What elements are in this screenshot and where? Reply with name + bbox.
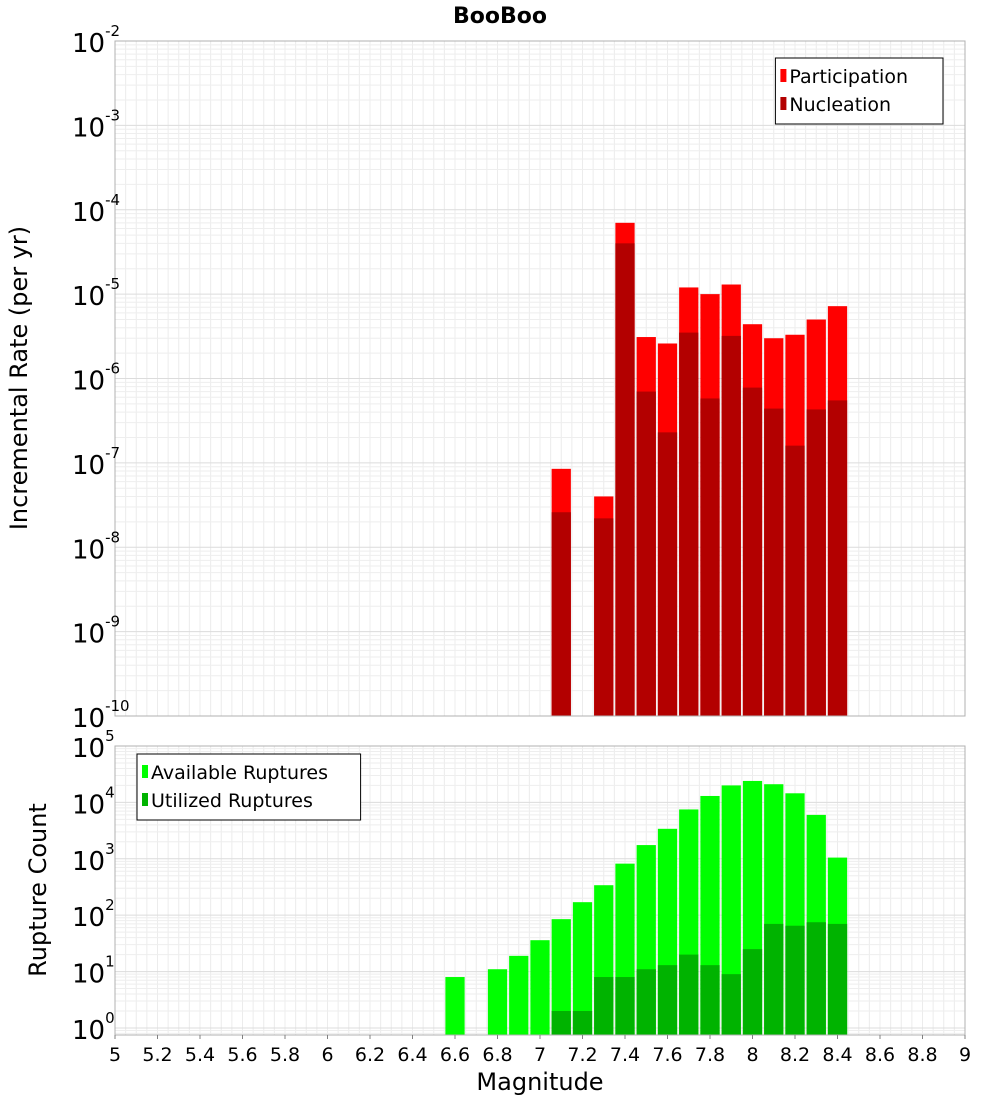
bottom-bar-1-12	[806, 922, 826, 1035]
top-bar-1-2	[615, 243, 635, 717]
x-tick-label: 8.8	[907, 1044, 937, 1066]
bottom-bar-1-4	[636, 969, 656, 1035]
top-y-tick-label: 10-3	[72, 106, 120, 143]
x-tick-labels: 5 5.2 5.4 5.6 5.8 6 6.2 6.4 6.6 6.8 7 7.2 7.4 7.6 7.8 8…	[109, 1035, 971, 1066]
bottom-bar-1-5	[657, 965, 678, 1035]
top-y-tick-label: 10-6	[72, 360, 120, 397]
top-y-tick-labels: 10-10 10-9 10-8 10-7 10-6 10-5 10-4 10-3 10-2	[72, 22, 130, 734]
bottom-legend-label-1: Utilized Ruptures	[151, 790, 313, 812]
top-bar-1-3	[636, 391, 656, 716]
top-legend-label-1: Nucleation	[789, 94, 891, 116]
x-tick-label: 6.6	[440, 1044, 470, 1066]
top-plot-frame	[114, 40, 966, 717]
x-tick-label: 5.6	[227, 1044, 257, 1066]
x-tick-label: 7.8	[695, 1044, 725, 1066]
x-axis-label: Magnitude	[476, 1068, 603, 1096]
bottom-bar-0-1	[487, 969, 508, 1035]
top-legend: Participation Nucleation	[774, 57, 944, 125]
top-bar-1-12	[827, 400, 848, 716]
bottom-bar-1-3	[615, 977, 635, 1035]
x-tick-label: 6.4	[397, 1044, 427, 1066]
x-tick-label: 5.2	[142, 1044, 172, 1066]
top-series-1	[551, 243, 848, 717]
bottom-bar-0-0	[445, 977, 465, 1035]
bottom-bar-1-2	[594, 977, 614, 1035]
bottom-legend: Available Ruptures Utilized Ruptures	[136, 753, 362, 821]
bottom-bar-1-11	[785, 925, 805, 1035]
bottom-y-tick-label: 101	[72, 953, 115, 990]
bottom-bar-1-6	[679, 954, 699, 1035]
top-legend-box	[774, 57, 944, 125]
top-legend-swatch-1	[780, 97, 787, 110]
top-legend-swatch-0	[780, 69, 787, 82]
x-tick-label: 6.2	[355, 1044, 385, 1066]
x-tick-label: 8.2	[780, 1044, 810, 1066]
bottom-bar-1-13	[827, 923, 848, 1035]
bottom-bar-1-1	[572, 1010, 593, 1035]
top-y-tick-label: 10-10	[72, 697, 130, 734]
bottom-y-tick-label: 100	[72, 1009, 115, 1046]
x-tick-label: 6.8	[482, 1044, 512, 1066]
top-y-gridlines	[115, 44, 965, 717]
top-y-tick-label: 10-8	[72, 528, 120, 565]
top-bar-1-10	[785, 445, 805, 716]
top-bar-1-6	[700, 398, 720, 716]
top-bar-1-9	[764, 408, 784, 716]
chart-title: BooBoo	[453, 4, 547, 29]
bottom-bar-0-2	[509, 955, 529, 1035]
x-tick-label: 8.4	[822, 1044, 852, 1066]
bottom-bar-0-12	[721, 785, 741, 1035]
bottom-plot: 100 101 102 103 104 105 5 5.2 5.4 5.6 5.8 6 6.2 6.4 6.…	[72, 727, 971, 1066]
x-tick-label: 5.4	[185, 1044, 215, 1066]
bottom-y-tick-labels: 100 101 102 103 104 105	[72, 727, 115, 1046]
bottom-bar-0-4	[551, 919, 571, 1035]
x-tick-label: 7.6	[652, 1044, 682, 1066]
top-y-tick-label: 10-9	[72, 613, 120, 650]
x-tick-label: 7	[534, 1044, 546, 1066]
bottom-series-1	[551, 922, 848, 1035]
top-plot: 10-10 10-9 10-8 10-7 10-6 10-5 10-4 10-3 10-2 Par…	[72, 22, 966, 734]
bottom-y-tick-label: 104	[72, 783, 115, 820]
bottom-y-tick-label: 105	[72, 727, 115, 764]
bottom-bar-1-8	[721, 974, 741, 1035]
top-bar-1-7	[721, 335, 741, 716]
bottom-y-tick-label: 103	[72, 840, 115, 877]
top-bar-1-1	[594, 518, 614, 716]
bottom-bar-1-0	[551, 1010, 571, 1035]
x-tick-label: 7.4	[610, 1044, 640, 1066]
x-tick-label: 6	[321, 1044, 333, 1066]
top-bar-1-5	[679, 332, 699, 716]
x-tick-label: 5.8	[270, 1044, 300, 1066]
top-y-tick-label: 10-5	[72, 275, 120, 312]
bottom-bar-1-7	[700, 965, 720, 1035]
bottom-bar-1-10	[764, 923, 784, 1035]
top-bar-1-4	[657, 432, 678, 716]
top-bar-1-11	[806, 409, 826, 716]
top-legend-label-0: Participation	[789, 66, 908, 88]
top-bar-1-0	[551, 512, 571, 716]
bottom-bar-1-9	[742, 949, 763, 1035]
top-y-tick-label: 10-4	[72, 191, 120, 228]
bottom-y-tick-label: 102	[72, 896, 115, 933]
x-tick-label: 7.2	[567, 1044, 597, 1066]
bottom-y-axis-label: Rupture Count	[24, 803, 52, 977]
bottom-bar-0-5	[572, 902, 593, 1035]
x-tick-label: 5	[109, 1044, 121, 1066]
bottom-legend-label-0: Available Ruptures	[151, 762, 328, 784]
top-y-axis-label: Incremental Rate (per yr)	[5, 226, 33, 530]
bottom-bar-0-3	[530, 940, 550, 1035]
top-y-tick-label: 10-2	[72, 22, 120, 59]
bottom-legend-swatch-0	[142, 765, 148, 778]
x-tick-label: 8	[746, 1044, 758, 1066]
bottom-legend-swatch-1	[142, 793, 148, 806]
bottom-legend-box	[136, 753, 362, 821]
top-y-tick-label: 10-7	[72, 444, 120, 481]
x-tick-label: 8.6	[865, 1044, 895, 1066]
x-tick-label: 9	[959, 1044, 971, 1066]
top-bar-1-8	[742, 387, 763, 716]
